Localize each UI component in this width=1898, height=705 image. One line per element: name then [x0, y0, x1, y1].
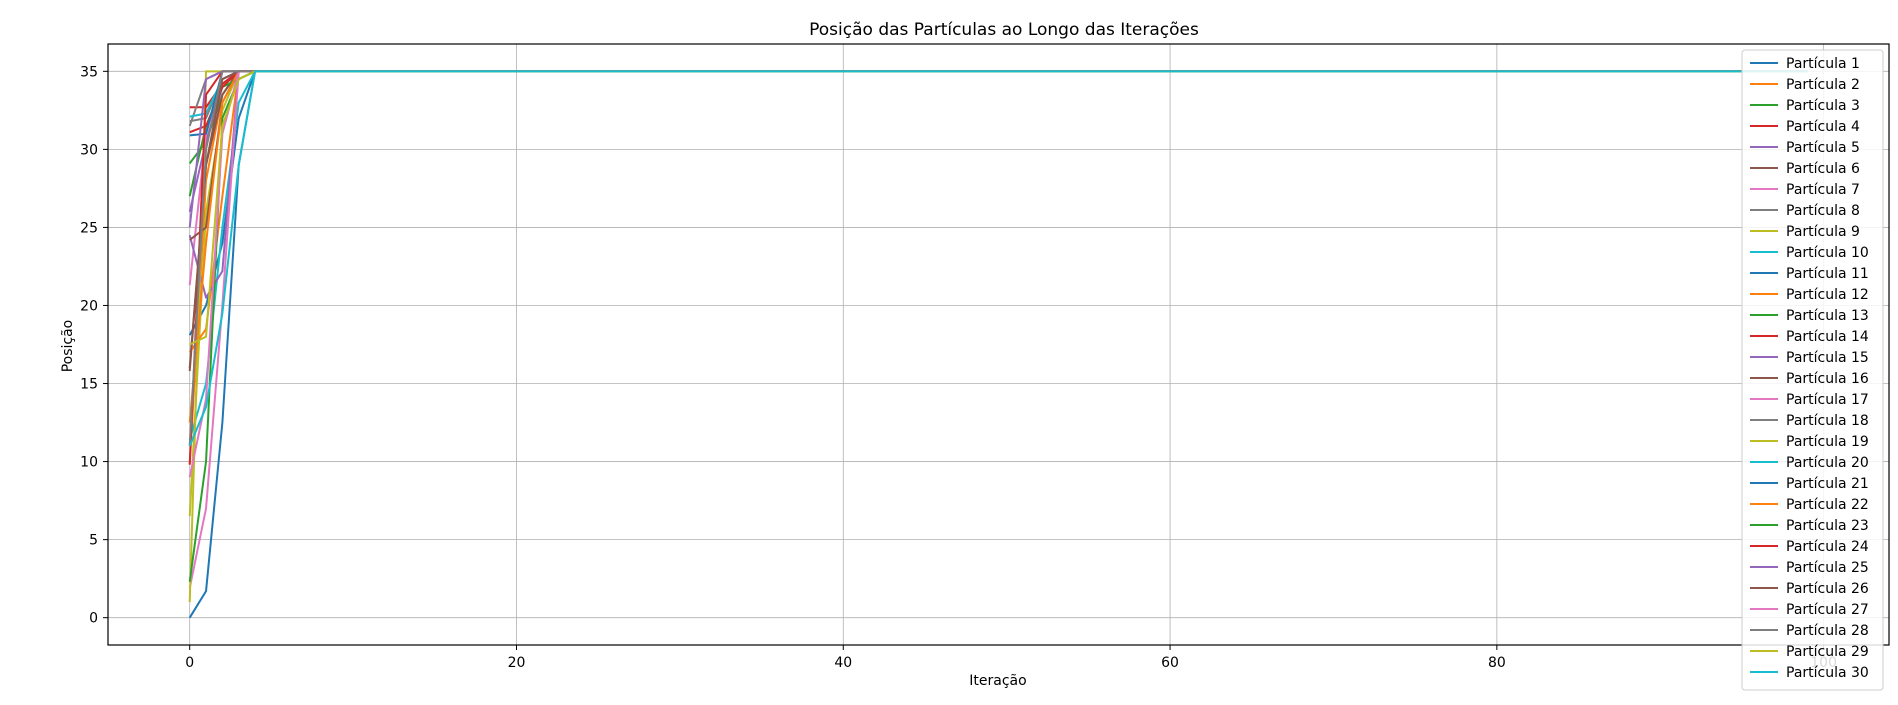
series-line-14 [189, 70, 1808, 134]
legend-label: Partícula 3 [1786, 98, 1860, 114]
legend-label: Partícula 24 [1786, 539, 1869, 555]
series-line-6 [188, 70, 1808, 372]
series-line-4 [189, 70, 1808, 109]
chart-title: Posição das Partículas ao Longo das Iter… [809, 20, 1199, 40]
series-line-30 [188, 70, 1808, 447]
y-tick-label: 0 [89, 611, 98, 627]
x-tick-label: 40 [834, 655, 852, 671]
legend-label: Partícula 25 [1786, 560, 1869, 576]
series-line-13 [188, 70, 1808, 197]
legend-label: Partícula 12 [1786, 287, 1869, 303]
legend-label: Partícula 8 [1786, 203, 1860, 219]
legend-label: Partícula 11 [1786, 266, 1869, 282]
legend-label: Partícula 23 [1786, 518, 1869, 534]
x-tick-label: 0 [185, 655, 194, 671]
y-axis-label: Posição [60, 320, 76, 373]
legend-label: Partícula 30 [1786, 665, 1869, 681]
legend-label: Partícula 7 [1786, 182, 1860, 198]
y-tick-label: 25 [80, 220, 98, 236]
y-tick-label: 30 [80, 142, 98, 158]
y-tick-label: 20 [80, 298, 98, 314]
legend-label: Partícula 1 [1786, 56, 1860, 72]
legend-label: Partícula 17 [1786, 392, 1869, 408]
legend-label: Partícula 15 [1786, 350, 1869, 366]
series-line-22 [188, 70, 1808, 423]
plot-frame [107, 43, 1890, 646]
legend-label: Partícula 16 [1786, 371, 1869, 387]
series-line-11 [188, 70, 1808, 619]
x-axis-label: Iteração [969, 673, 1026, 689]
series-line-1 [188, 70, 1808, 336]
series-line-26 [188, 70, 1808, 369]
series-line-28 [188, 70, 1808, 447]
series-line-17 [188, 70, 1808, 589]
legend-label: Partícula 27 [1786, 602, 1869, 618]
y-tick-label: 35 [80, 64, 98, 80]
legend-label: Partícula 22 [1786, 497, 1869, 513]
legend-label: Partícula 10 [1786, 245, 1869, 261]
series-line-16 [189, 70, 1808, 241]
legend-label: Partícula 13 [1786, 308, 1869, 324]
legend-label: Partícula 9 [1786, 224, 1860, 240]
series-line-15 [188, 70, 1808, 299]
y-tick-label: 10 [80, 455, 98, 471]
y-tick-label: 5 [89, 533, 98, 549]
axis-ticks: 02040608010005101520253035 [80, 64, 1837, 671]
legend-label: Partícula 28 [1786, 623, 1869, 639]
series-line-21 [189, 70, 1808, 137]
series-line-2 [188, 70, 1808, 465]
legend-label: Partícula 5 [1786, 140, 1860, 156]
series-line-27 [188, 70, 1808, 478]
legend-label: Partícula 19 [1786, 434, 1869, 450]
legend-label: Partícula 4 [1786, 119, 1860, 135]
legend-label: Partícula 21 [1786, 476, 1869, 492]
series-line-19 [188, 70, 1808, 603]
series-line-8 [189, 70, 1808, 123]
legend-label: Partícula 26 [1786, 581, 1869, 597]
x-tick-label: 20 [508, 655, 526, 671]
series-layer [188, 70, 1808, 619]
x-tick-label: 60 [1161, 655, 1179, 671]
legend-label: Partícula 14 [1786, 329, 1869, 345]
series-line-20 [189, 70, 1808, 118]
legend: Partícula 1 Partícula 2 Partícula 3 Partícu… [1741, 49, 1884, 691]
series-line-18 [188, 70, 1808, 127]
series-line-9 [188, 70, 1808, 517]
x-tick-label: 80 [1488, 655, 1506, 671]
legend-label: Partícula 6 [1786, 161, 1860, 177]
legend-label: Partícula 18 [1786, 413, 1869, 429]
series-line-10 [188, 70, 1808, 440]
series-line-24 [188, 70, 1808, 465]
series-line-23 [188, 70, 1808, 582]
y-tick-label: 15 [80, 377, 98, 393]
series-line-12 [188, 70, 1808, 353]
series-line-7 [188, 70, 1808, 286]
series-line-5 [188, 70, 1808, 213]
legend-label: Partícula 2 [1786, 77, 1860, 93]
grid-layer [108, 44, 1889, 645]
series-line-29 [189, 70, 1808, 346]
legend-label: Partícula 20 [1786, 455, 1869, 471]
legend-label: Partícula 29 [1786, 644, 1869, 660]
